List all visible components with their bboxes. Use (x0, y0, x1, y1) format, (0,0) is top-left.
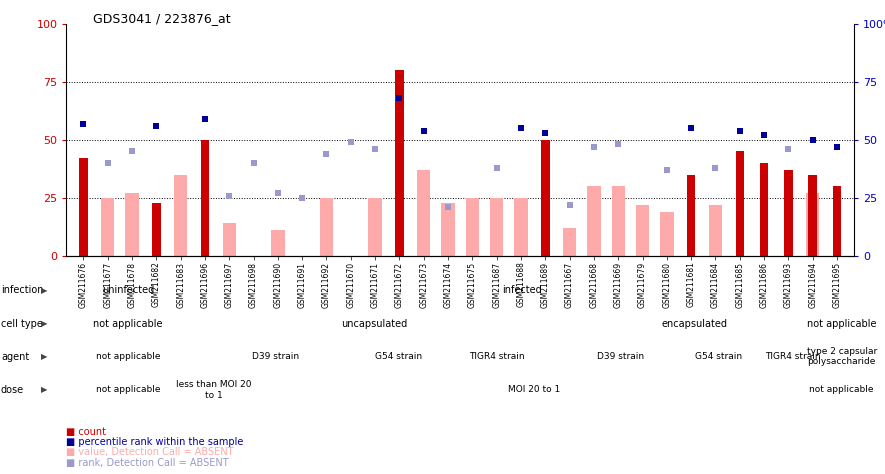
Text: not applicable: not applicable (96, 385, 160, 394)
Bar (79, 158, 88, 256)
Bar (101, 198, 114, 256)
Bar (808, 175, 817, 256)
Text: D39 strain: D39 strain (596, 352, 643, 361)
Text: uninfected: uninfected (102, 285, 154, 295)
Bar (563, 228, 576, 256)
Bar (709, 205, 722, 256)
Bar (687, 175, 696, 256)
Text: agent: agent (1, 352, 29, 362)
Text: G54 strain: G54 strain (695, 352, 743, 361)
Text: not applicable: not applicable (807, 319, 876, 328)
Text: infection: infection (1, 285, 43, 295)
Bar (152, 202, 160, 256)
Text: not applicable: not applicable (96, 352, 160, 361)
Bar (368, 198, 381, 256)
Text: MOI 20 to 1: MOI 20 to 1 (508, 385, 560, 394)
Text: cell type: cell type (1, 319, 42, 328)
Text: ▶: ▶ (41, 352, 47, 361)
Bar (612, 186, 625, 256)
Bar (319, 198, 333, 256)
Bar (660, 212, 673, 256)
Text: less than MOI 20
to 1: less than MOI 20 to 1 (176, 380, 252, 400)
Text: GDS3041 / 223876_at: GDS3041 / 223876_at (93, 12, 231, 25)
Bar (760, 163, 768, 256)
Bar (201, 140, 209, 256)
Text: ■ percentile rank within the sample: ■ percentile rank within the sample (66, 437, 243, 447)
Bar (735, 152, 744, 256)
Bar (222, 223, 236, 256)
Bar (490, 198, 504, 256)
Bar (466, 198, 479, 256)
Text: encapsulated: encapsulated (661, 319, 727, 328)
Bar (833, 186, 842, 256)
Text: infected: infected (502, 285, 542, 295)
Text: TIGR4 strain: TIGR4 strain (765, 352, 820, 361)
Text: D39 strain: D39 strain (252, 352, 299, 361)
Bar (396, 70, 404, 256)
Text: ■ value, Detection Call = ABSENT: ■ value, Detection Call = ABSENT (66, 447, 234, 457)
Bar (126, 193, 139, 256)
Bar (784, 170, 793, 256)
Bar (271, 230, 285, 256)
Text: ■ count: ■ count (66, 427, 106, 437)
Text: not applicable: not applicable (93, 319, 163, 328)
Bar (174, 175, 188, 256)
Text: G54 strain: G54 strain (375, 352, 422, 361)
Bar (541, 140, 550, 256)
Bar (417, 170, 430, 256)
Bar (635, 205, 650, 256)
Bar (588, 186, 601, 256)
Text: ▶: ▶ (41, 385, 47, 394)
Text: type 2 capsular
polysaccharide: type 2 capsular polysaccharide (806, 347, 877, 366)
Text: dose: dose (1, 385, 24, 395)
Text: ▶: ▶ (41, 286, 47, 295)
Bar (806, 193, 820, 256)
Text: ■ rank, Detection Call = ABSENT: ■ rank, Detection Call = ABSENT (66, 458, 229, 468)
Text: uncapsulated: uncapsulated (341, 319, 407, 328)
Bar (442, 202, 455, 256)
Text: ▶: ▶ (41, 319, 47, 328)
Text: not applicable: not applicable (810, 385, 874, 394)
Text: TIGR4 strain: TIGR4 strain (469, 352, 525, 361)
Bar (514, 198, 527, 256)
